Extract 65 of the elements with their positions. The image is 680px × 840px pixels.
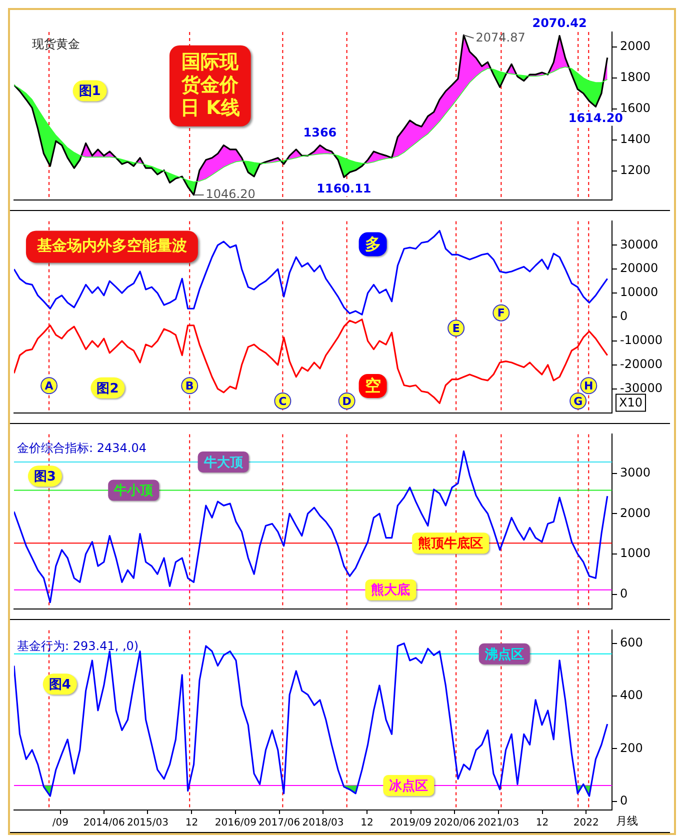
ref-line-label: 牛大顶 [202, 455, 244, 470]
text: X10 [619, 395, 642, 410]
ref-line-label: 牛小顶 [113, 484, 154, 499]
ref-line-label: H [584, 380, 594, 392]
ref-line-label: 熊大底 [371, 582, 410, 598]
ref-line-label: 冰点区 [389, 778, 428, 794]
annotation: 1366 [303, 125, 337, 140]
y-tick-label: 1200 [620, 163, 651, 178]
y-tick-label: 0 [620, 309, 628, 324]
ref-line-label: A [44, 380, 54, 392]
annotation: 1046.20 [206, 187, 256, 202]
y-tick-label: 0 [620, 793, 628, 808]
text: 月线 [616, 814, 638, 828]
annotation: 2070.42 [532, 16, 587, 30]
annotation: 2074.87 [476, 30, 526, 44]
y-tick-label: 1000 [620, 546, 651, 560]
x-tick-label: 2016/09 [214, 818, 256, 829]
ref-line-label: 熊顶牛底区 [418, 535, 484, 552]
ref-line-label: C [278, 394, 287, 408]
x-tick-label: 2018/03 [302, 818, 344, 829]
y-tick-label: -20000 [620, 357, 663, 372]
y-tick-label: 20000 [620, 261, 658, 276]
annotation: 金价综合指标: 2434.04 [16, 441, 146, 456]
x-tick-label: 12 [536, 818, 549, 829]
x-tick-label: 2022 [573, 818, 599, 829]
x-tick-label: 2020/06 [434, 818, 476, 829]
x-tick-label: 12 [185, 818, 198, 829]
chart-subtitle: 现货黄金 [32, 36, 80, 51]
annotation: 1160.11 [316, 181, 372, 196]
ref-line-label: 沸点区 [484, 646, 524, 662]
text: 基金场内外多空能量波 [36, 236, 187, 255]
y-tick-label: 0 [620, 586, 628, 600]
annotation: 1614.20 [568, 110, 624, 125]
y-tick-label: 2000 [620, 506, 651, 520]
x-tick-label: 2015/03 [126, 818, 168, 829]
y-tick-label: -30000 [620, 380, 663, 395]
annotation: 图3 [34, 469, 56, 484]
x-tick-label: 2019/09 [390, 818, 432, 829]
series-label: 空 [364, 376, 381, 396]
x-tick-label: 12 [360, 818, 374, 829]
y-tick-label: 400 [620, 688, 643, 702]
y-tick-label: 200 [620, 740, 643, 755]
x-tick-label: 2017/06 [258, 818, 300, 829]
y-tick-label: 3000 [620, 465, 651, 480]
y-tick-label: 600 [620, 635, 643, 650]
ref-line-label: E [452, 322, 460, 336]
series-label: 多 [364, 234, 381, 254]
annotation: 基金行为: 293.41, ,0) [16, 639, 139, 654]
y-tick-label: -10000 [620, 333, 663, 348]
y-tick-label: 1400 [620, 132, 651, 146]
annotation: 图4 [48, 678, 71, 693]
x-tick-label: 2014/06 [83, 818, 125, 829]
ref-line-label: D [342, 394, 352, 408]
y-tick-label: 2000 [620, 38, 651, 53]
y-tick-label: 30000 [620, 237, 658, 252]
ref-line-label: G [574, 394, 583, 408]
y-tick-label: 1800 [620, 70, 651, 84]
annotation: 图2 [96, 381, 119, 396]
ref-line-label: B [185, 380, 194, 392]
text: 国际现货金价日 K线 [180, 50, 240, 119]
x-tick-label: 2021/03 [478, 818, 520, 829]
annotation: 图1 [78, 84, 101, 100]
ref-line-label: F [497, 306, 505, 320]
y-tick-label: 10000 [620, 285, 658, 300]
x-tick-label: /09 [52, 818, 68, 829]
